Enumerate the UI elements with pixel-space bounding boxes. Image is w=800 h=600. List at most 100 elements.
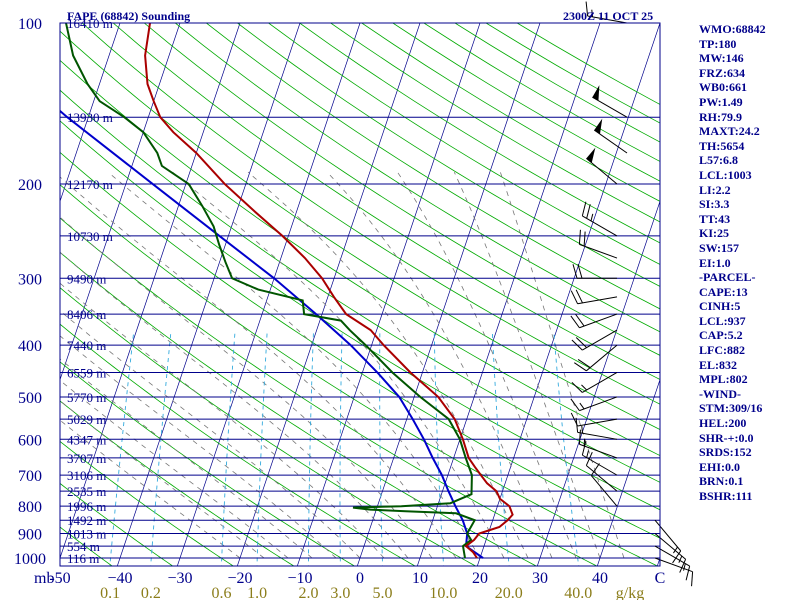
index-item: MW:146 xyxy=(699,51,744,66)
wind-barb-half xyxy=(581,425,584,434)
wind-barb xyxy=(586,147,618,185)
index-item: STM:309/16 xyxy=(699,401,763,416)
isotherm-line xyxy=(476,23,660,566)
pressure-tick-label: 400 xyxy=(18,338,42,355)
index-item: LCL:937 xyxy=(699,313,746,328)
wind-barb-staff xyxy=(577,296,618,305)
isotherm-line xyxy=(60,23,121,203)
moist-adiabat xyxy=(60,251,409,559)
wind-barb-staff xyxy=(654,545,690,567)
wind-barb xyxy=(578,429,618,459)
index-item: EL:832 xyxy=(699,357,738,372)
height-level-label: 12170 m xyxy=(67,177,113,192)
wind-barb-full xyxy=(575,337,588,348)
wind-barb-full xyxy=(575,289,583,304)
index-item: TH:5654 xyxy=(699,138,745,153)
wind-barb-staff xyxy=(582,329,618,351)
temperature-tick-label: 30 xyxy=(532,570,548,587)
height-level-label: 9490 m xyxy=(67,271,106,286)
wind-barb xyxy=(572,264,617,279)
height-level-label: 1996 m xyxy=(67,499,106,514)
temperature-tick-label: −40 xyxy=(107,570,132,587)
pressure-tick-label: 100 xyxy=(18,16,42,33)
isotherm-line xyxy=(60,23,241,560)
wind-barb xyxy=(581,201,618,237)
dry-adiabat xyxy=(60,120,660,511)
wind-barb xyxy=(581,440,618,476)
pressure-unit-label: mb xyxy=(34,570,54,587)
wind-barbs xyxy=(570,1,694,587)
wind-barb-flag xyxy=(592,85,600,101)
height-level-label: 5029 m xyxy=(67,412,106,427)
isotherm-line xyxy=(356,23,541,566)
wind-barb-full xyxy=(585,451,593,466)
index-item: LCL:1003 xyxy=(699,167,752,182)
wind-barb-full xyxy=(586,204,591,219)
dry-adiabat xyxy=(60,251,538,566)
height-level-label: 1013 m xyxy=(67,527,106,542)
wind-barb-flag xyxy=(594,118,603,135)
index-item: BSHR:111 xyxy=(699,489,753,503)
mixing-ratio-line xyxy=(491,333,510,566)
isotherm-line xyxy=(60,23,181,381)
wind-barb xyxy=(574,344,618,372)
sounding-profiles xyxy=(60,23,514,559)
mixing-ratio-tick-label: 5.0 xyxy=(372,585,392,600)
height-labels: 16410 m 13930 m 12170 m 10730 m 9490 m 8406 m… xyxy=(67,16,113,566)
wind-barb xyxy=(654,519,682,564)
moist-adiabat xyxy=(60,335,337,559)
height-level-label: 1492 m xyxy=(67,513,106,528)
isotherm-line xyxy=(296,23,481,566)
index-item: TT:43 xyxy=(699,211,731,226)
wind-barb xyxy=(654,545,691,581)
wind-barb xyxy=(578,229,618,259)
index-item: RH:79.9 xyxy=(699,109,742,124)
wind-barb-half xyxy=(678,555,683,563)
isotherm-line xyxy=(596,378,660,566)
mixing-ratio-tick-label: 0.1 xyxy=(100,585,120,600)
mixing-ratio-line xyxy=(150,333,172,566)
moist-adiabat xyxy=(172,171,505,559)
mixing-ratio-line xyxy=(339,333,343,566)
index-item: SRDS:152 xyxy=(699,445,752,460)
wind-barb-full xyxy=(575,417,579,433)
index-item: L57:6.8 xyxy=(699,153,738,168)
wind-barb-half xyxy=(683,563,686,571)
mixing-ratio-line xyxy=(256,333,268,566)
index-item: -PARCEL- xyxy=(699,270,756,285)
wind-barb-staff xyxy=(586,465,618,492)
index-item: BRN:0.1 xyxy=(699,474,744,489)
pressure-tick-label: 500 xyxy=(18,390,42,407)
temperature-unit-label: C xyxy=(655,570,666,587)
temperature-tick-label: −10 xyxy=(287,570,312,587)
mixing-ratio-tick-label: 1.0 xyxy=(247,585,267,600)
wind-barb-full xyxy=(672,550,682,564)
wind-barb-full xyxy=(574,362,587,372)
wind-barb xyxy=(654,557,694,587)
height-level-label: 554 m xyxy=(67,539,100,554)
wind-barb-half xyxy=(579,402,585,410)
wind-barb-full xyxy=(581,201,587,217)
index-item: CAPE:13 xyxy=(699,284,748,299)
temperature-tick-label: 20 xyxy=(472,570,488,587)
moist-adiabat xyxy=(499,172,625,559)
plot-frame xyxy=(59,22,661,567)
index-item: SHR-+:0.0 xyxy=(699,430,754,445)
moist-adiabat xyxy=(60,216,433,559)
wind-barb xyxy=(575,417,618,440)
wind-barb-half xyxy=(581,384,588,391)
wind-barb-full xyxy=(685,565,691,581)
wind-barb xyxy=(593,118,628,154)
mixing-ratio-tick-label: 20.0 xyxy=(495,585,523,600)
isotherm-line xyxy=(236,23,421,566)
wind-barb-full xyxy=(575,313,585,327)
mixing-ratio-line xyxy=(308,333,314,566)
height-level-label: 10730 m xyxy=(67,229,113,244)
chart-time: 2300Z 11 OCT 25 xyxy=(563,9,653,23)
moist-adiabat xyxy=(60,282,385,559)
wind-barb xyxy=(571,329,618,351)
wind-barb-full xyxy=(571,381,583,393)
dry-adiabat xyxy=(60,323,416,566)
mixing-ratio-unit-label: g/kg xyxy=(616,585,644,600)
mixing-ratio-labels: 0.1 0.2 0.6 1.0 2.0 3.0 5.0 10.0 20.0 40.0 g/kg xyxy=(100,585,644,600)
